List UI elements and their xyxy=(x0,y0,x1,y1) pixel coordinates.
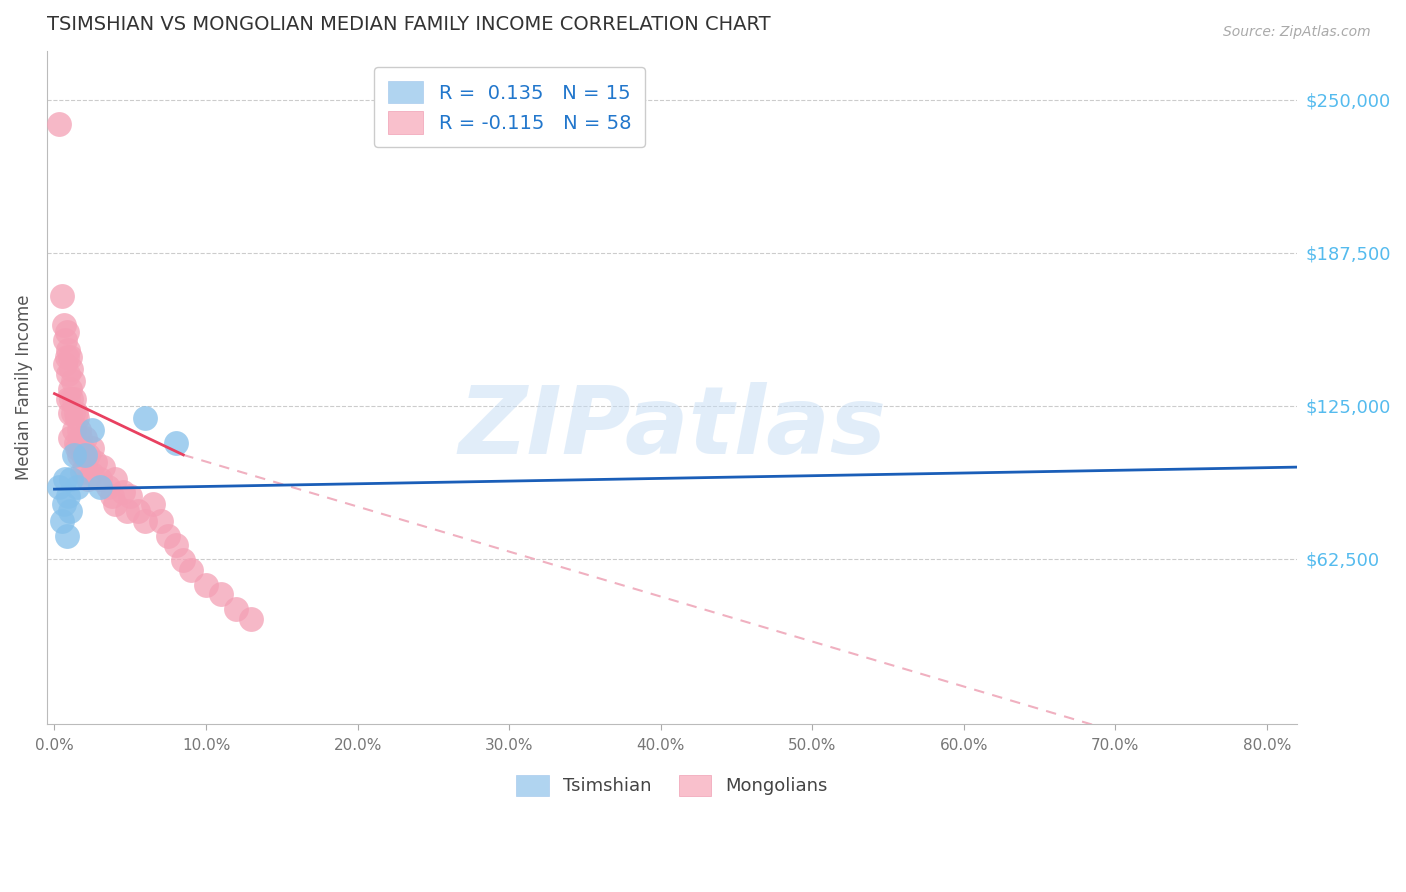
Legend: Tsimshian, Mongolians: Tsimshian, Mongolians xyxy=(509,767,835,803)
Point xyxy=(82,441,104,455)
Point xyxy=(73,431,96,445)
Point xyxy=(134,411,156,425)
Text: TSIMSHIAN VS MONGOLIAN MEDIAN FAMILY INCOME CORRELATION CHART: TSIMSHIAN VS MONGOLIAN MEDIAN FAMILY INC… xyxy=(46,15,770,34)
Point xyxy=(104,472,127,486)
Point xyxy=(73,448,96,462)
Point xyxy=(73,460,96,475)
Point xyxy=(240,612,263,626)
Point xyxy=(165,435,187,450)
Point xyxy=(76,448,98,462)
Point xyxy=(52,497,75,511)
Point xyxy=(72,448,94,462)
Point xyxy=(60,392,83,406)
Point xyxy=(165,539,187,553)
Point xyxy=(62,375,84,389)
Point xyxy=(127,504,149,518)
Point xyxy=(91,460,114,475)
Point xyxy=(53,333,76,347)
Point xyxy=(53,472,76,486)
Point xyxy=(115,504,138,518)
Point xyxy=(101,490,124,504)
Point xyxy=(69,431,91,445)
Point xyxy=(56,343,79,357)
Point xyxy=(63,448,86,462)
Point xyxy=(51,289,73,303)
Point xyxy=(120,490,142,504)
Point xyxy=(84,455,107,469)
Point xyxy=(66,480,89,494)
Point xyxy=(89,472,111,486)
Point xyxy=(56,392,79,406)
Point xyxy=(66,441,89,455)
Point xyxy=(195,577,218,591)
Point xyxy=(63,392,86,406)
Point xyxy=(59,406,82,420)
Point xyxy=(48,117,70,131)
Point xyxy=(172,553,194,567)
Point xyxy=(56,367,79,381)
Point xyxy=(63,423,86,437)
Point xyxy=(55,326,77,340)
Point xyxy=(52,318,75,332)
Point xyxy=(70,441,93,455)
Point xyxy=(65,406,87,420)
Point xyxy=(96,480,118,494)
Point xyxy=(142,497,165,511)
Text: ZIPatlas: ZIPatlas xyxy=(458,382,886,474)
Point xyxy=(157,529,180,543)
Y-axis label: Median Family Income: Median Family Income xyxy=(15,294,32,480)
Point xyxy=(55,350,77,364)
Point xyxy=(55,529,77,543)
Point xyxy=(66,411,89,425)
Point xyxy=(76,472,98,486)
Point xyxy=(67,448,90,462)
Point xyxy=(82,467,104,482)
Point xyxy=(111,484,134,499)
Point xyxy=(149,514,172,528)
Point xyxy=(60,362,83,376)
Point xyxy=(56,490,79,504)
Point xyxy=(82,423,104,437)
Point xyxy=(59,504,82,518)
Point xyxy=(67,423,90,437)
Point xyxy=(65,435,87,450)
Point xyxy=(48,480,70,494)
Point xyxy=(60,472,83,486)
Point xyxy=(59,382,82,396)
Point xyxy=(209,587,232,601)
Point xyxy=(53,357,76,371)
Point xyxy=(70,465,93,479)
Point xyxy=(59,350,82,364)
Point xyxy=(59,431,82,445)
Point xyxy=(51,514,73,528)
Point xyxy=(225,602,247,616)
Point xyxy=(89,480,111,494)
Text: Source: ZipAtlas.com: Source: ZipAtlas.com xyxy=(1223,25,1371,39)
Point xyxy=(62,406,84,420)
Point xyxy=(104,497,127,511)
Point xyxy=(180,563,202,577)
Point xyxy=(134,514,156,528)
